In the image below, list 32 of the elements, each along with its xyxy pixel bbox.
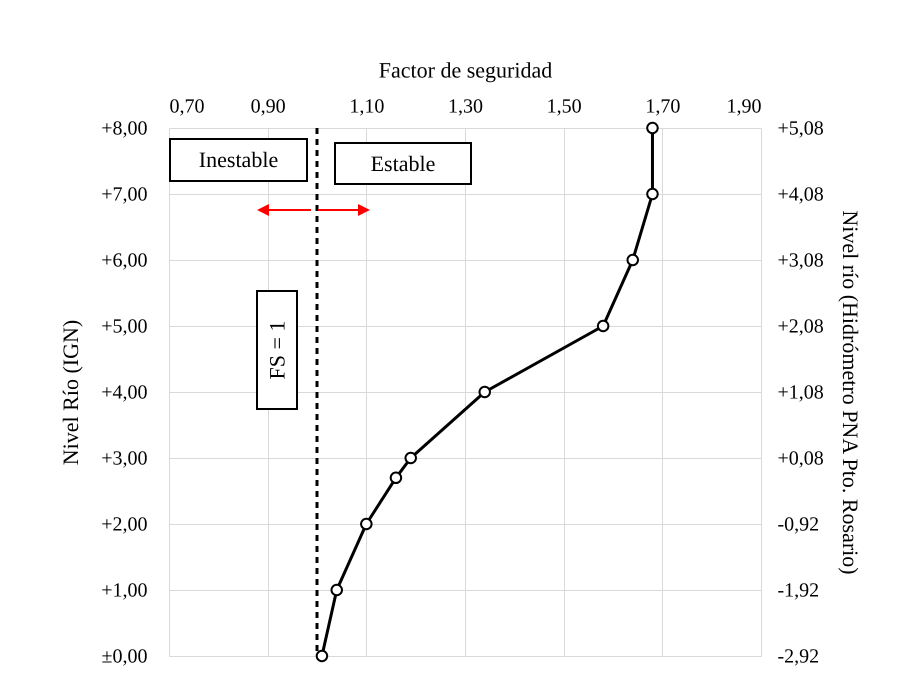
x-tick-label: 1,10 (349, 96, 384, 118)
y2-tick-label: -1,92 (778, 580, 820, 602)
y-tick-label: +2,00 (101, 514, 148, 536)
x-tick-label: 1,70 (645, 96, 680, 118)
x-tick-label: 1,50 (546, 96, 582, 118)
y-tick-label: +6,00 (101, 250, 148, 272)
text-box: FS = 1 (256, 290, 298, 410)
y2-tick-label: +0,08 (778, 448, 824, 470)
y2-axis-title: Nivel río (Hidrómetro PNA Pto. Rosario) (838, 210, 863, 575)
x-axis-title: Factor de seguridad (378, 58, 552, 82)
ref-line-label: FS = 1 (264, 320, 290, 380)
y-tick-label: +7,00 (101, 184, 148, 206)
x-tick-label: 1,30 (448, 96, 483, 118)
y-tick-label: +4,00 (101, 382, 148, 404)
y2-tick-label: +1,08 (778, 382, 824, 404)
y2-tick-label: +2,08 (778, 316, 824, 338)
y-axis-title: Nivel Río (IGN) (58, 320, 84, 466)
y2-tick-label: +4,08 (778, 184, 824, 206)
y2-tick-label: -2,92 (778, 646, 820, 668)
text-box: Estable (334, 142, 472, 185)
y-tick-label: +3,00 (101, 448, 148, 470)
x-tick-label: 1,90 (726, 96, 762, 118)
text-box: Inestable (169, 138, 308, 182)
y2-tick-label: +5,08 (778, 118, 824, 140)
y-tick-label: +1,00 (101, 580, 148, 602)
y2-tick-label: +3,08 (778, 250, 824, 272)
y-tick-label: +5,00 (101, 316, 148, 338)
y-tick-label: +8,00 (101, 118, 148, 140)
y2-tick-label: -0,92 (778, 514, 820, 536)
x-tick-label: 0,90 (250, 96, 286, 118)
x-tick-label: 0,70 (170, 96, 204, 118)
y-tick-label: ±0,00 (102, 646, 148, 668)
